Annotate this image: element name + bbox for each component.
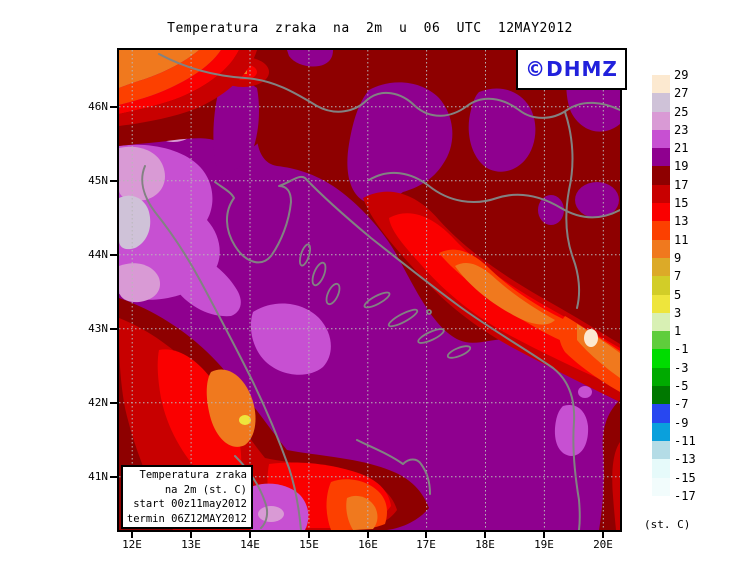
legend-swatch [652, 111, 670, 130]
lon-tick [190, 531, 192, 538]
legend-swatch [652, 257, 670, 277]
legend-value: 27 [674, 86, 689, 101]
legend-value: -17 [674, 488, 696, 503]
lon-label-20e: 20E [593, 538, 613, 551]
legend-swatch [652, 148, 670, 167]
lon-tick [484, 531, 486, 538]
legend-value: 1 [674, 324, 682, 339]
temperature-field-map [119, 50, 620, 530]
legend-value: 25 [674, 104, 689, 119]
legend-swatch [652, 129, 670, 149]
lat-tick [110, 328, 118, 330]
legend-swatch [652, 459, 670, 478]
lon-tick [308, 531, 310, 538]
run-info-line: start 00z11may2012 [133, 498, 247, 510]
lat-label-46n: 46N [88, 100, 108, 113]
lon-tick [543, 531, 545, 538]
lon-tick [602, 531, 604, 538]
lon-label-15e: 15E [299, 538, 319, 551]
legend-value: -13 [674, 452, 696, 467]
legend-value: 13 [674, 214, 689, 229]
lat-tick [110, 106, 118, 108]
legend-swatch [652, 422, 670, 441]
lon-tick [367, 531, 369, 538]
legend-swatch [652, 93, 670, 112]
dhmz-logo-box: ©DHMZ [516, 48, 627, 90]
colorbar [652, 75, 670, 515]
lat-label-45n: 45N [88, 174, 108, 187]
legend-value: 23 [674, 122, 689, 137]
lat-label-44n: 44N [88, 248, 108, 261]
legend-swatch [652, 477, 670, 496]
colorbar-labels: 29 27 25 23 21 19 17 15 13 11 9 7 5 3 1 … [674, 68, 714, 507]
lat-tick [110, 402, 118, 404]
lat-label-42n: 42N [88, 396, 108, 409]
legend-swatch [652, 221, 670, 240]
legend-swatch [652, 386, 670, 405]
legend-value: 3 [674, 305, 682, 320]
lon-label-14e: 14E [240, 538, 260, 551]
lat-tick [110, 254, 118, 256]
legend-swatch [652, 203, 670, 222]
lat-label-43n: 43N [88, 322, 108, 335]
legend-swatch [652, 294, 670, 313]
legend-swatch [652, 331, 670, 350]
legend-swatch [652, 404, 670, 423]
lon-label-17e: 17E [416, 538, 436, 551]
legend-value: -11 [674, 433, 696, 448]
legend-value: 21 [674, 141, 689, 156]
legend-value: 15 [674, 196, 689, 211]
legend-swatch [652, 349, 670, 368]
run-info-line: na 2m (st. C) [164, 483, 247, 496]
legend-value: -3 [674, 360, 689, 375]
legend-swatch [652, 239, 670, 258]
map-plot-area [117, 48, 622, 532]
legend-value: 7 [674, 269, 682, 284]
lon-tick [249, 531, 251, 538]
legend-value: -15 [674, 470, 696, 485]
lat-tick [110, 180, 118, 182]
legend-swatch [652, 276, 670, 295]
dhmz-logo-text: ©DHMZ [525, 57, 618, 81]
run-info-line: termin 06Z12MAY2012 [126, 512, 247, 525]
legend-swatch [652, 312, 670, 332]
lat-label-41n: 41N [88, 470, 108, 483]
legend-swatch [652, 184, 670, 204]
legend-value: 11 [674, 232, 689, 247]
run-info-line: Temperatura zraka [139, 469, 247, 481]
lon-label-18e: 18E [475, 538, 495, 551]
legend-swatch [652, 440, 670, 460]
legend-value: -7 [674, 397, 689, 412]
legend-value: -1 [674, 342, 689, 357]
lon-label-19e: 19E [534, 538, 554, 551]
legend-value: 17 [674, 177, 689, 192]
legend-swatch [652, 367, 670, 387]
legend-value: 29 [674, 68, 689, 82]
legend-swatch [652, 495, 670, 515]
legend-value: -5 [674, 379, 689, 394]
lon-tick [131, 531, 133, 538]
lat-tick [110, 476, 118, 478]
map-title: Temperatura zraka na 2m u 06 UTC 12MAY20… [167, 21, 573, 36]
legend-swatch [652, 75, 670, 94]
lon-label-13e: 13E [181, 538, 201, 551]
colorbar-unit-label: (st. C) [644, 518, 691, 531]
lon-label-16e: 16E [358, 538, 378, 551]
legend-value: -9 [674, 415, 689, 430]
lon-label-12e: 12E [122, 538, 142, 551]
legend-value: 19 [674, 159, 689, 174]
legend-value: 5 [674, 287, 682, 302]
legend-swatch [652, 166, 670, 185]
lon-tick [425, 531, 427, 538]
run-info-box: Temperatura zraka na 2m (st. C) start 00… [121, 465, 253, 529]
legend-value: 9 [674, 250, 682, 265]
